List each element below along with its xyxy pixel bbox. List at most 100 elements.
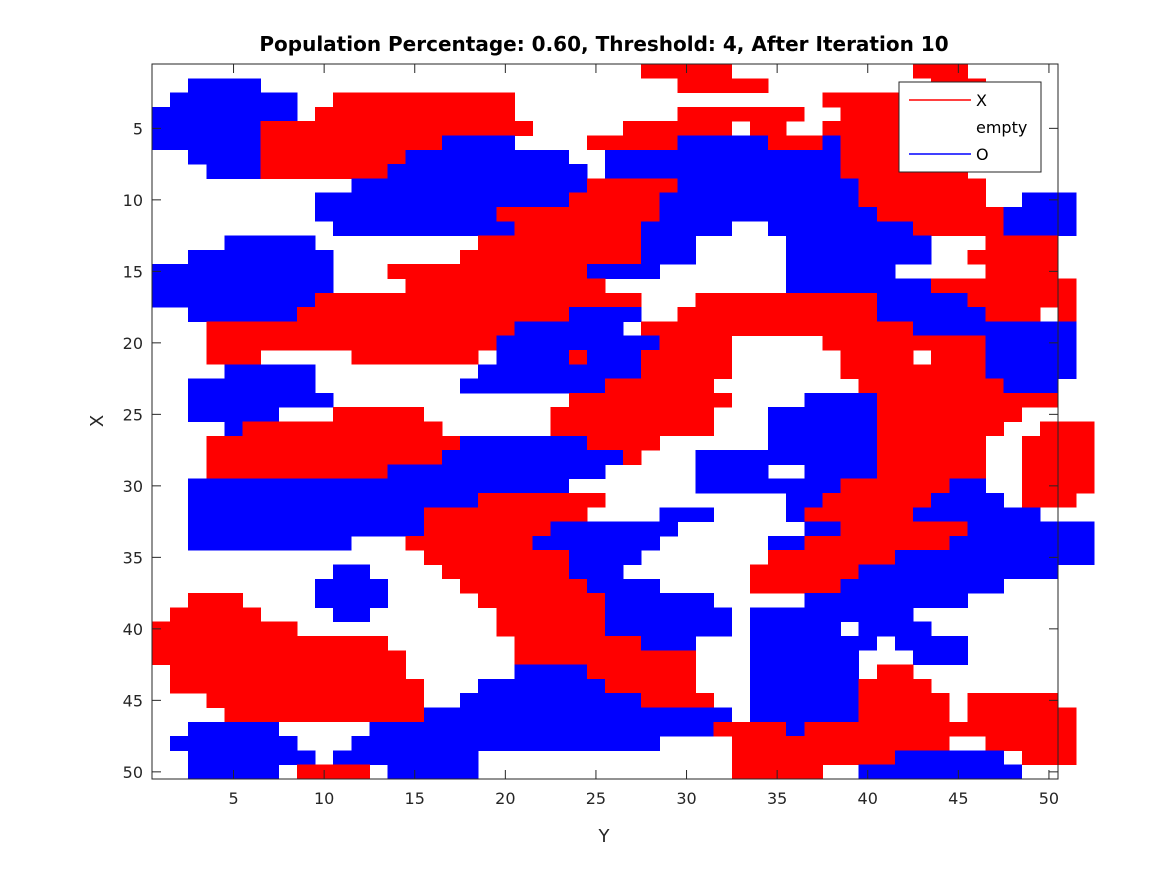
cell-run [586,664,696,680]
cell-run [985,350,1077,365]
cell-run [858,192,986,208]
cell-run [641,249,696,265]
cell-run [188,521,425,537]
cell-run [333,221,515,236]
cell-run [858,693,950,708]
cell-run [858,764,1023,780]
cell-run [206,164,262,179]
cell-run [496,621,606,637]
cell-run [641,321,914,337]
cell-run [568,550,642,565]
cell-run [206,335,497,351]
cell-run [514,650,696,665]
cell-run [315,192,570,208]
y-tick-label: 30 [123,477,143,496]
cell-run [731,736,950,751]
cell-run [786,278,932,294]
cell-run [478,678,606,694]
cell-run [586,264,660,279]
cell-run [170,607,262,623]
cell-run [478,364,642,379]
cell-run [605,607,733,623]
cell-run [913,221,1005,236]
cell-run [786,721,805,737]
cell-run [460,249,642,265]
cell-run [677,307,878,322]
cell-run [623,450,642,465]
cell-run [188,507,425,522]
cell-run [206,435,461,451]
cell-run [876,435,986,451]
cell-run [949,535,1095,551]
cell-run [260,135,443,151]
cell-run [224,421,243,437]
cell-run [768,221,914,236]
cell-run [768,421,878,437]
cell-run [152,278,334,294]
x-tick-label: 50 [1039,789,1059,808]
cell-run [170,92,298,108]
cell-run [441,135,515,151]
cell-run [894,750,1005,766]
x-tick-label: 20 [495,789,515,808]
legend-label-empty: empty [976,118,1027,137]
y-tick-label: 50 [123,763,143,782]
cell-run [749,121,787,136]
y-tick-label: 45 [123,691,143,710]
cell-run [786,235,932,251]
cell-run [967,707,1077,723]
cell-run [206,450,443,465]
cell-run [804,507,914,522]
cell-run [206,693,425,708]
cell-run [315,593,388,608]
x-tick-label: 5 [228,789,238,808]
cell-run [913,321,1077,337]
cell-run [894,636,968,651]
cell-run [315,207,497,222]
y-tick-label: 25 [123,405,143,424]
cell-run [840,478,950,494]
cell-run [985,264,1059,279]
cell-run [605,593,715,608]
cell-run [931,278,1077,294]
cell-run [695,478,841,494]
cell-run [478,235,642,251]
cell-run [605,621,733,637]
cell-run [931,493,1005,508]
cell-run [152,636,388,651]
cell-run [387,264,588,279]
cell-run [804,392,878,408]
cell-run [333,564,370,580]
cell-run [423,550,570,565]
y-tick-label: 35 [123,548,143,567]
heatmap-cells [152,64,1095,780]
cell-run [242,421,443,437]
cell-run [460,378,606,394]
cell-run [441,564,570,580]
cell-run [659,192,860,208]
cell-run [188,78,262,93]
cell-run [858,564,1059,580]
cell-run [858,378,1005,394]
cell-run [840,350,914,365]
cell-run [586,578,660,594]
cell-run [840,521,968,537]
cell-run [224,235,316,251]
cell-run [550,407,715,422]
cell-run [188,593,243,608]
cell-run [641,235,696,251]
y-axis-label: X [87,415,108,427]
cell-run [188,478,570,494]
cell-run [188,493,479,508]
cell-run [387,164,588,179]
cell-run [188,307,298,322]
cell-run [152,121,262,136]
cell-run [514,636,642,651]
cell-run [514,664,588,680]
cell-run [749,707,860,723]
x-tick-label: 35 [767,789,787,808]
cell-run [152,264,334,279]
cell-run [387,464,606,480]
cell-run [677,106,805,122]
cell-run [858,178,986,194]
